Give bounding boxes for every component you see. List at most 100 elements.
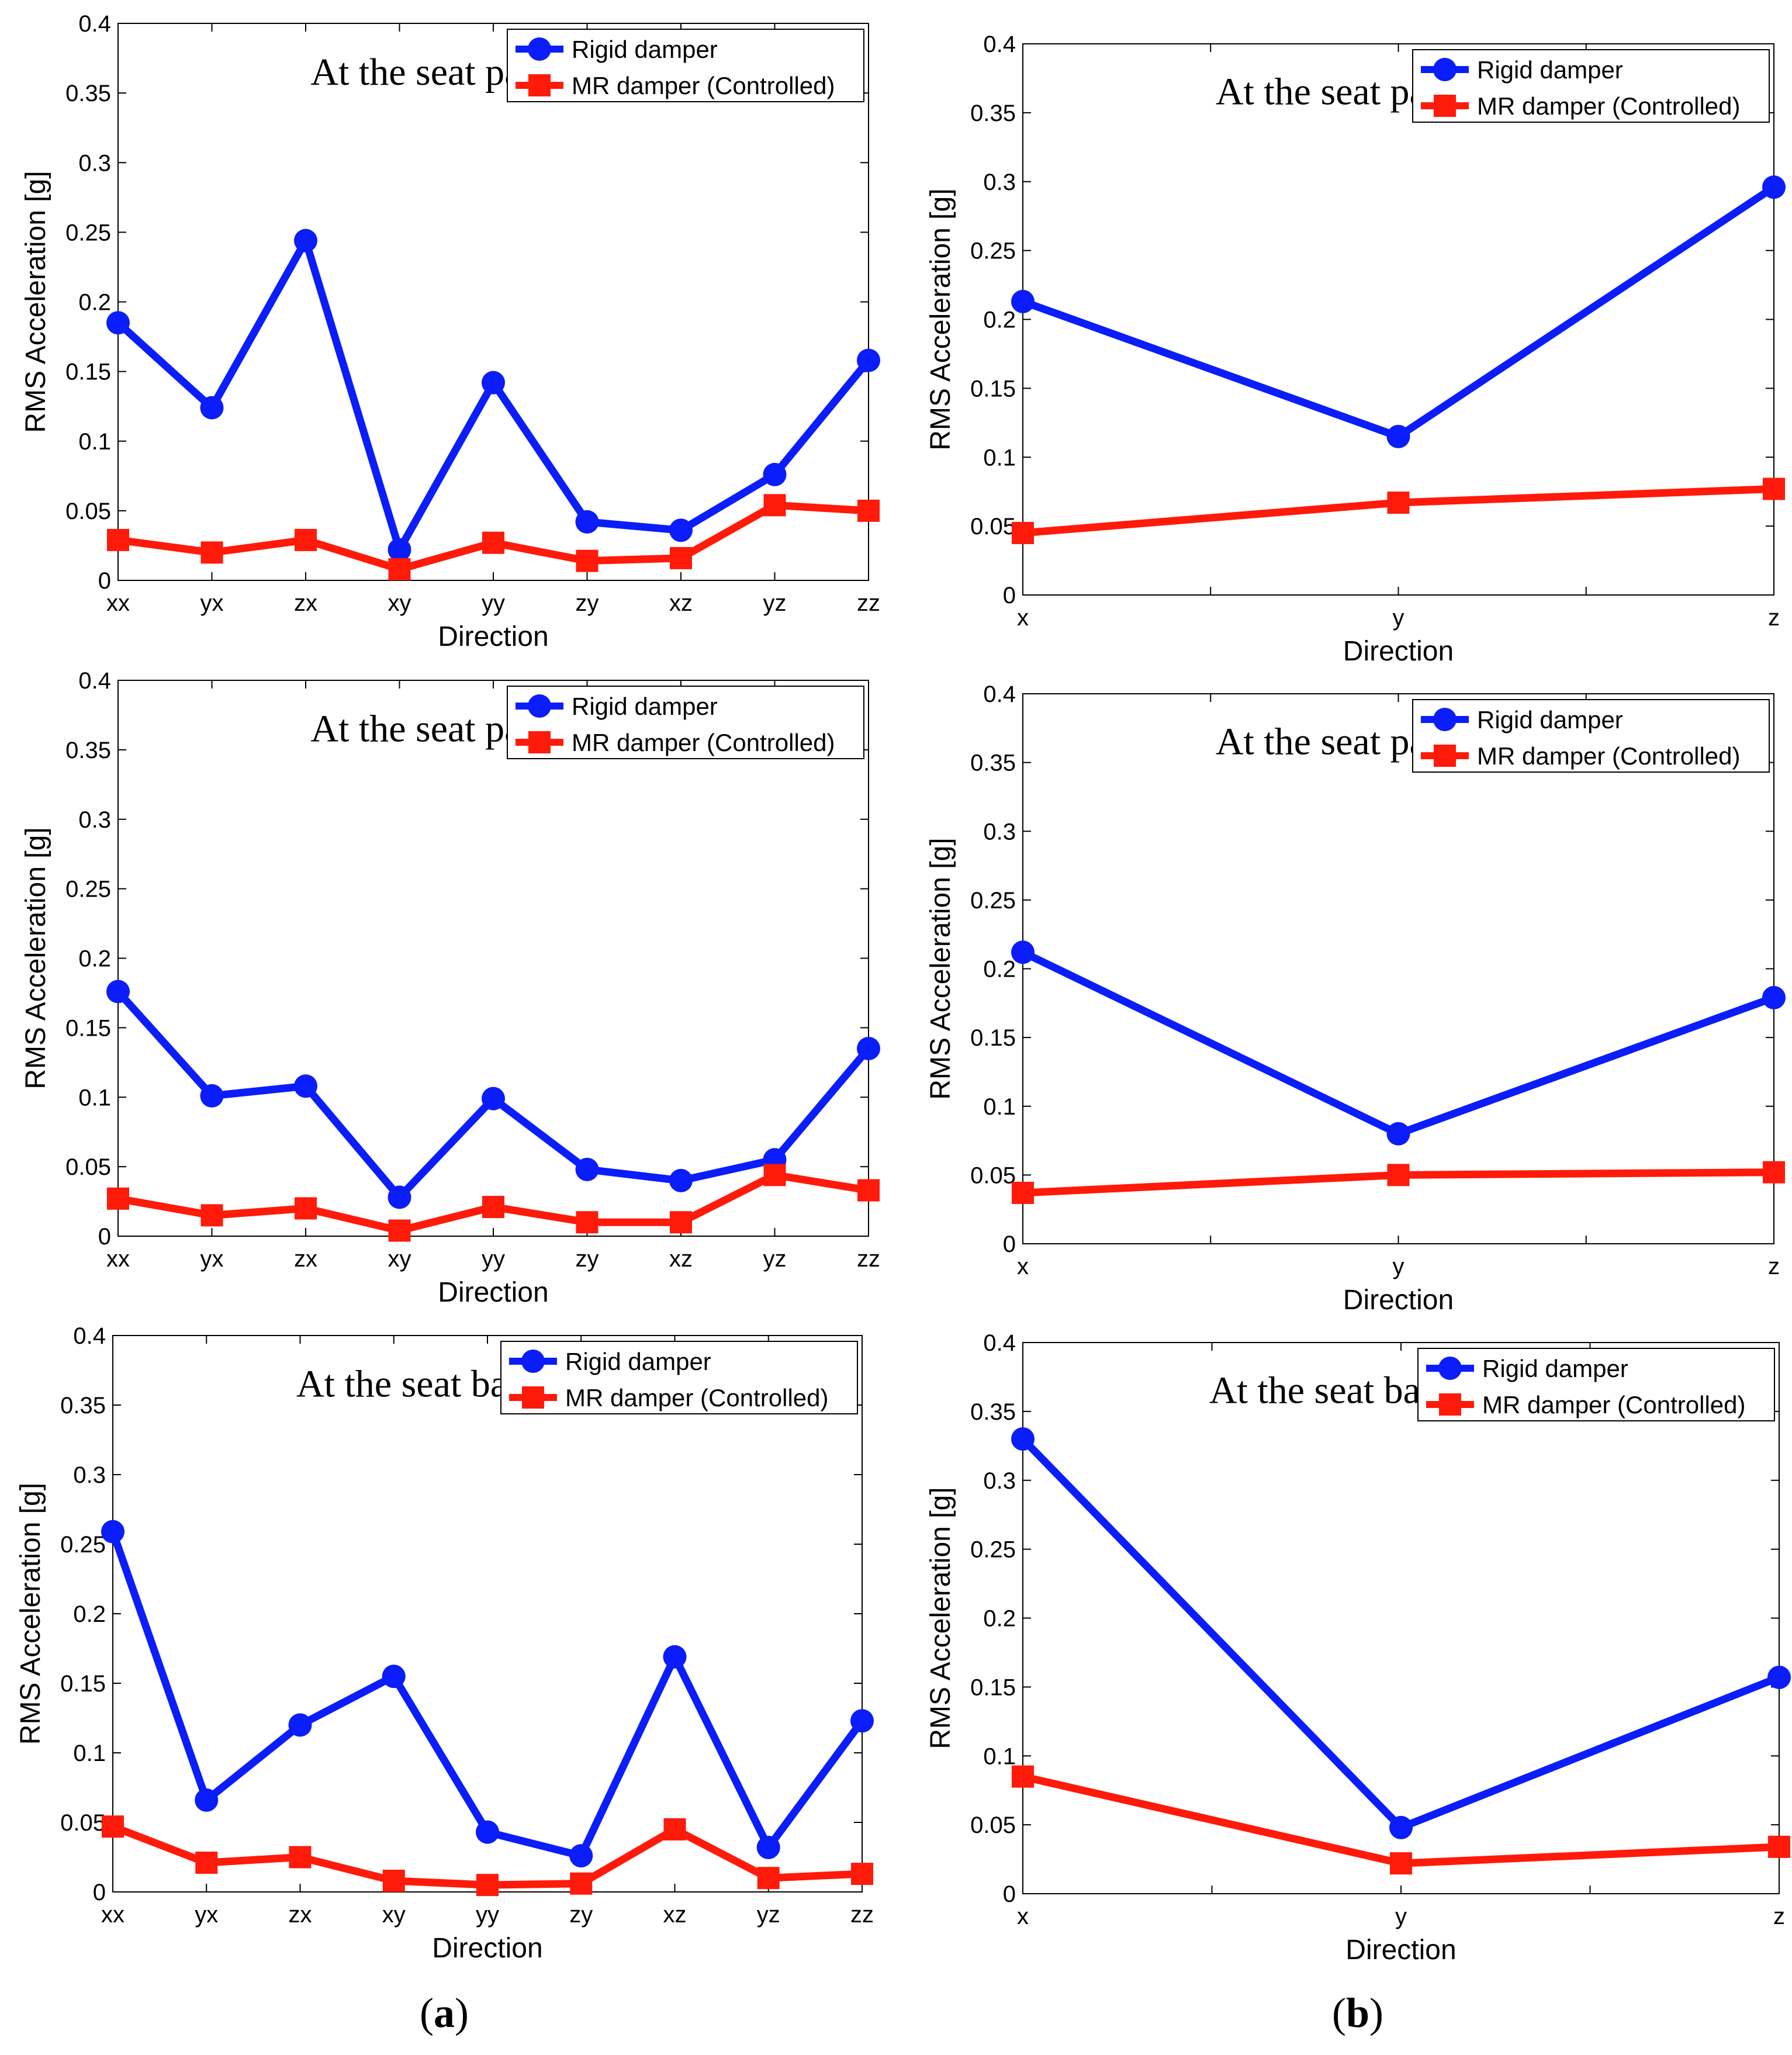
point-rigid bbox=[101, 1520, 124, 1544]
point-rigid bbox=[575, 1157, 599, 1181]
point-rigid bbox=[288, 1713, 312, 1737]
x-tick-label: z bbox=[1768, 1254, 1780, 1279]
point-mr bbox=[857, 499, 880, 522]
point-mr bbox=[757, 1867, 780, 1890]
x-tick-label: zx bbox=[289, 1902, 312, 1928]
legend: Rigid damper MR damper (Controlled) bbox=[507, 686, 864, 759]
y-tick-label: 0.35 bbox=[65, 81, 111, 106]
point-mr bbox=[857, 1179, 880, 1202]
x-tick-label: y bbox=[1395, 1904, 1407, 1929]
legend-marker-rigid bbox=[1433, 58, 1457, 81]
legend-label: MR damper (Controlled) bbox=[572, 729, 835, 756]
point-mr bbox=[1768, 1835, 1790, 1858]
series-line-rigid bbox=[1021, 184, 1776, 441]
x-tick-label: z bbox=[1773, 1904, 1785, 1929]
x-tick-label: x bbox=[1017, 1254, 1029, 1279]
x-axis-label: Direction bbox=[438, 1277, 548, 1308]
x-tick-label: yy bbox=[482, 590, 505, 616]
point-rigid bbox=[200, 1084, 224, 1108]
chart-a1: 0 0.05 0.1 0.15 0.2 0.25 0.3 0.35 0.4 xx yx zx xy yy z… bbox=[20, 11, 880, 652]
point-rigid bbox=[1389, 1815, 1413, 1839]
y-tick-label: 0.15 bbox=[970, 1675, 1016, 1700]
y-tick-label: 0.4 bbox=[983, 681, 1016, 707]
y-tick-label: 0.35 bbox=[60, 1393, 106, 1419]
point-mr bbox=[851, 1863, 873, 1886]
x-tick-label: y bbox=[1393, 605, 1404, 631]
y-tick-label: 0.1 bbox=[983, 445, 1016, 470]
x-tick-label: yz bbox=[763, 1246, 787, 1272]
y-tick-label: 0 bbox=[1003, 1231, 1016, 1257]
legend-marker-mr bbox=[522, 1386, 544, 1409]
x-tick-label: xy bbox=[388, 1246, 411, 1272]
x-tick-label: xy bbox=[382, 1902, 406, 1928]
legend-marker-rigid bbox=[528, 37, 551, 61]
y-axis-label: RMS Acceleration [g] bbox=[20, 827, 51, 1089]
x-tick-label: x bbox=[1017, 605, 1029, 631]
legend-label: Rigid damper bbox=[565, 1348, 711, 1375]
x-tick-label: yx bbox=[200, 1246, 224, 1272]
y-tick-label: 0.3 bbox=[983, 169, 1016, 195]
point-rigid bbox=[382, 1665, 406, 1689]
y-tick-label: 0.35 bbox=[970, 1399, 1016, 1425]
y-axis-label: RMS Acceleration [g] bbox=[15, 1483, 46, 1745]
legend-box bbox=[507, 686, 864, 759]
point-rigid bbox=[388, 538, 411, 562]
point-rigid bbox=[106, 980, 130, 1004]
x-tick-label: zx bbox=[294, 1246, 317, 1272]
point-mr bbox=[576, 549, 599, 572]
y-tick-label: 0.1 bbox=[983, 1094, 1016, 1120]
y-tick-label: 0.05 bbox=[970, 514, 1016, 539]
x-tick-label: x bbox=[1017, 1904, 1029, 1929]
y-tick-label: 0.2 bbox=[78, 290, 111, 316]
point-rigid bbox=[195, 1788, 219, 1812]
point-mr bbox=[388, 558, 411, 580]
y-tick-label: 0.15 bbox=[60, 1671, 106, 1697]
point-rigid bbox=[482, 371, 505, 395]
y-axis-label: RMS Acceleration [g] bbox=[20, 171, 51, 433]
y-axis-label: RMS Acceleration [g] bbox=[925, 188, 956, 450]
point-mr bbox=[1763, 1161, 1785, 1184]
chart-title: At the seat pan bbox=[1216, 71, 1446, 113]
legend-box bbox=[1412, 699, 1770, 773]
y-tick-label: 0.4 bbox=[78, 11, 111, 37]
point-rigid bbox=[1011, 289, 1035, 313]
x-axis-label: Direction bbox=[432, 1933, 542, 1964]
point-mr bbox=[289, 1846, 312, 1869]
x-tick-label: zx bbox=[294, 590, 317, 616]
point-rigid bbox=[763, 462, 787, 486]
y-tick-label: 0.3 bbox=[73, 1462, 106, 1488]
sub-label-a: (a) bbox=[420, 1990, 469, 2036]
point-mr bbox=[107, 528, 129, 551]
y-axis-label: RMS Acceleration [g] bbox=[925, 1487, 956, 1749]
y-tick-label: 0 bbox=[98, 1224, 111, 1250]
point-mr bbox=[1763, 478, 1785, 500]
legend-marker-mr bbox=[528, 731, 551, 753]
x-tick-label: xz bbox=[663, 1902, 687, 1928]
y-tick-label: 0 bbox=[1003, 583, 1016, 608]
point-rigid bbox=[575, 510, 599, 534]
legend-label: MR damper (Controlled) bbox=[1477, 92, 1740, 120]
point-mr bbox=[195, 1852, 218, 1874]
point-mr bbox=[670, 1211, 692, 1234]
x-tick-label: zz bbox=[857, 590, 880, 616]
y-tick-label: 0.15 bbox=[65, 1015, 111, 1041]
x-axis-label: Direction bbox=[1343, 1285, 1454, 1316]
legend-marker-mr bbox=[1434, 95, 1456, 117]
point-mr bbox=[1012, 521, 1034, 544]
x-tick-label: yz bbox=[757, 1902, 780, 1928]
point-mr bbox=[200, 1204, 223, 1227]
y-tick-label: 0 bbox=[93, 1880, 106, 1905]
y-tick-label: 0.05 bbox=[60, 1810, 106, 1836]
y-tick-label: 0.35 bbox=[970, 750, 1016, 776]
x-tick-label: zz bbox=[850, 1902, 874, 1928]
series-line-rigid bbox=[115, 237, 872, 554]
legend-marker-mr bbox=[1434, 745, 1456, 767]
legend-box bbox=[500, 1341, 858, 1414]
chart-b1: 0 0.05 0.1 0.15 0.2 0.25 0.3 0.35 0.4 x y z Directio… bbox=[925, 32, 1786, 667]
x-tick-label: zy bbox=[576, 1246, 599, 1272]
x-axis-label: Direction bbox=[1343, 636, 1454, 667]
chart-b3: 0 0.05 0.1 0.15 0.2 0.25 0.3 0.35 0.4 x y z Directio… bbox=[925, 1330, 1791, 1966]
point-mr bbox=[1387, 1164, 1410, 1186]
y-tick-label: 0.3 bbox=[78, 150, 111, 176]
series-line-rigid bbox=[1020, 1436, 1781, 1832]
